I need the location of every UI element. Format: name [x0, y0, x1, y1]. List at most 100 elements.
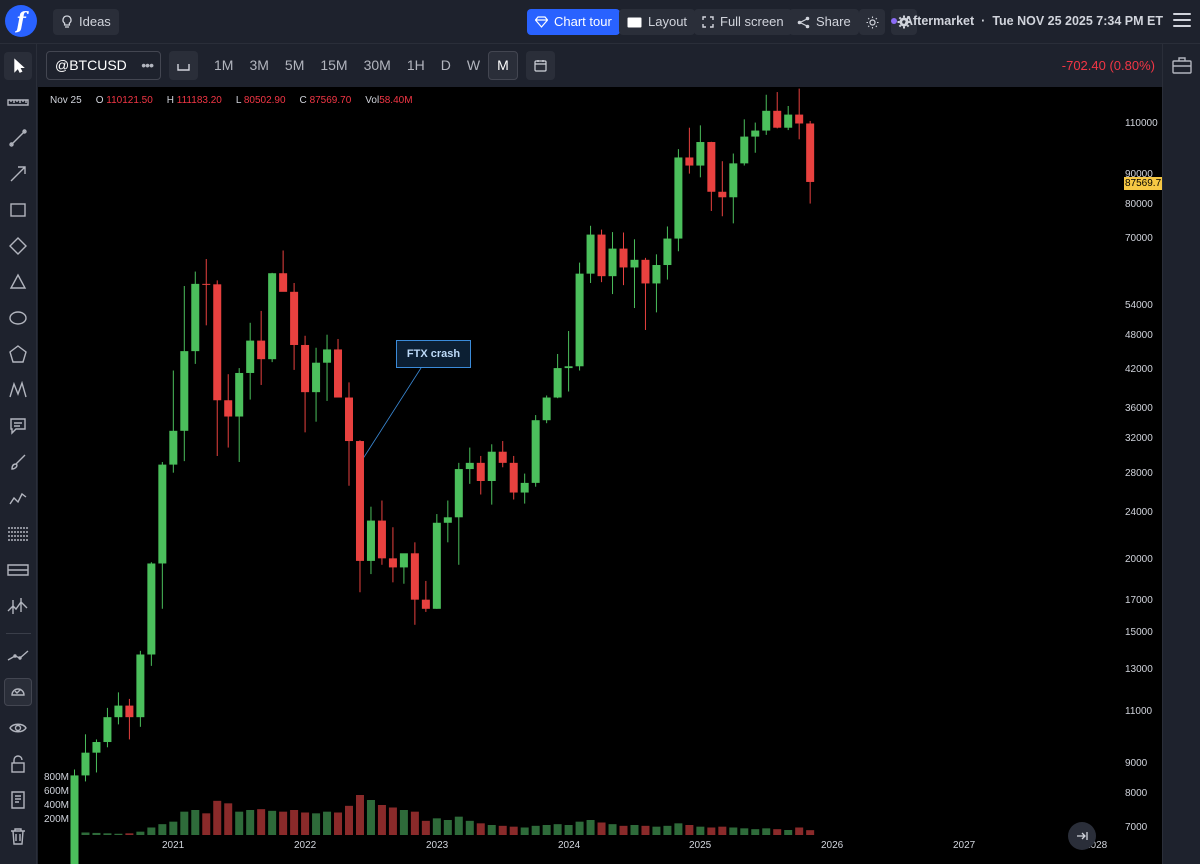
interval-d[interactable]: D — [440, 57, 451, 73]
interval-w[interactable]: W — [466, 57, 481, 73]
ruler-tool-icon[interactable] — [4, 88, 32, 116]
volume-bar — [213, 800, 222, 835]
volume-bar — [509, 826, 518, 835]
more-icon[interactable]: ••• — [141, 57, 154, 73]
trash-icon[interactable] — [4, 822, 32, 850]
year-tick-label: 2023 — [426, 840, 449, 851]
volume-bar — [191, 810, 200, 835]
interval-30m[interactable]: 30M — [363, 57, 391, 73]
legend-volume: 58.40M — [379, 95, 413, 106]
menu-icon[interactable] — [1173, 13, 1191, 29]
candlestick-plot[interactable] — [38, 87, 1162, 864]
volume-bar — [718, 826, 727, 835]
share-button[interactable]: Share — [789, 9, 859, 35]
price-tick-label: 15000 — [1125, 627, 1153, 639]
candle-body — [487, 451, 496, 481]
candle-body — [279, 273, 288, 292]
interval-15m[interactable]: 15M — [320, 57, 348, 73]
candle-body — [553, 368, 562, 398]
layout-button[interactable]: Layout — [619, 9, 696, 35]
volume-bar — [520, 827, 529, 835]
fullscreen-button[interactable]: Full screen — [694, 9, 792, 35]
measure-tool-icon[interactable] — [4, 642, 32, 670]
candle-body — [290, 291, 299, 345]
pattern-tool-icon[interactable] — [4, 376, 32, 404]
interval-1m[interactable]: 1M — [214, 57, 234, 73]
range-tool-icon[interactable] — [4, 556, 32, 584]
interval-m[interactable]: M — [488, 51, 518, 80]
candle-body — [707, 142, 716, 192]
legend-h-label: H — [166, 95, 175, 106]
scroll-to-realtime-button[interactable] — [1068, 822, 1096, 850]
year-tick-label: 2022 — [294, 840, 317, 851]
volume-bar — [279, 811, 288, 835]
legend-o-label: O — [95, 95, 104, 106]
interval-1h[interactable]: 1H — [406, 57, 425, 73]
candle-body — [696, 142, 705, 166]
fib-tool-icon[interactable] — [4, 520, 32, 548]
symbol-search[interactable]: @BTCUSD ••• — [46, 51, 161, 80]
brand-logo[interactable]: f — [5, 5, 37, 37]
candle-body — [312, 362, 321, 393]
notes-tool-icon[interactable] — [4, 786, 32, 814]
chart-pane[interactable]: Nov 25 O 110121.50 H 111183.20 L 80502.9… — [38, 87, 1163, 864]
date-range-button[interactable] — [526, 51, 555, 80]
volume-bar — [762, 828, 771, 835]
volume-bar — [312, 813, 321, 835]
trend-line-tool-icon[interactable] — [4, 124, 32, 152]
cursor-tool-icon[interactable] — [4, 52, 32, 80]
legend-open: 110121.50 — [106, 95, 153, 106]
volume-bar — [729, 827, 738, 835]
interval-3m[interactable]: 3M — [249, 57, 269, 73]
rotated-rectangle-tool-icon[interactable] — [4, 232, 32, 260]
year-tick-label: 2025 — [689, 840, 712, 851]
magnet-tool-icon[interactable] — [4, 678, 32, 706]
volume-bar — [268, 810, 277, 835]
comment-tool-icon[interactable] — [4, 412, 32, 440]
theme-toggle-button[interactable] — [859, 9, 885, 35]
candle-body — [685, 157, 694, 166]
candle-body — [136, 654, 145, 718]
volume-bar — [224, 803, 233, 835]
chart-type-button[interactable] — [169, 51, 198, 80]
briefcase-icon[interactable] — [1168, 51, 1196, 79]
calendar-icon — [534, 60, 547, 72]
polygon-tool-icon[interactable] — [4, 340, 32, 368]
lock-tool-icon[interactable] — [4, 750, 32, 778]
share-label: Share — [816, 14, 851, 29]
chart-tour-button[interactable]: Chart tour — [527, 9, 620, 35]
candle-body — [652, 265, 661, 284]
triangle-tool-icon[interactable] — [4, 268, 32, 296]
diamond-icon — [535, 16, 548, 28]
candle-body — [345, 397, 353, 442]
interval-selector: 1M 3M 5M 15M 30M 1H D W M — [206, 51, 518, 80]
indicator-tool-icon[interactable] — [4, 592, 32, 620]
volume-bar — [443, 820, 452, 835]
eye-tool-icon[interactable] — [4, 714, 32, 742]
ftx-crash-annotation[interactable]: FTX crash — [396, 340, 471, 368]
candle-body — [674, 157, 683, 239]
rectangle-tool-icon[interactable] — [4, 196, 32, 224]
candle-body — [191, 283, 200, 352]
legend-low: 80502.90 — [243, 95, 286, 106]
interval-5m[interactable]: 5M — [284, 57, 305, 73]
price-tick-label: 110000 — [1125, 117, 1158, 129]
volume-bar — [180, 811, 189, 835]
volume-bar — [301, 812, 310, 835]
candle-body — [762, 110, 771, 131]
volume-bar — [388, 807, 397, 835]
path-tool-icon[interactable] — [4, 484, 32, 512]
volume-bar — [773, 829, 782, 835]
price-tick-label: 24000 — [1125, 506, 1153, 518]
lightbulb-icon — [62, 15, 72, 28]
candle-body — [70, 775, 79, 864]
price-tick-label: 9000 — [1125, 757, 1148, 769]
volume-bar — [674, 823, 683, 835]
candle-body — [432, 522, 441, 609]
volume-bar — [641, 825, 650, 835]
arrow-tool-icon[interactable] — [4, 160, 32, 188]
brush-tool-icon[interactable] — [4, 448, 32, 476]
ellipse-tool-icon[interactable] — [4, 304, 32, 332]
price-tick-label: 11000 — [1125, 706, 1153, 718]
ideas-button[interactable]: Ideas — [53, 9, 119, 35]
